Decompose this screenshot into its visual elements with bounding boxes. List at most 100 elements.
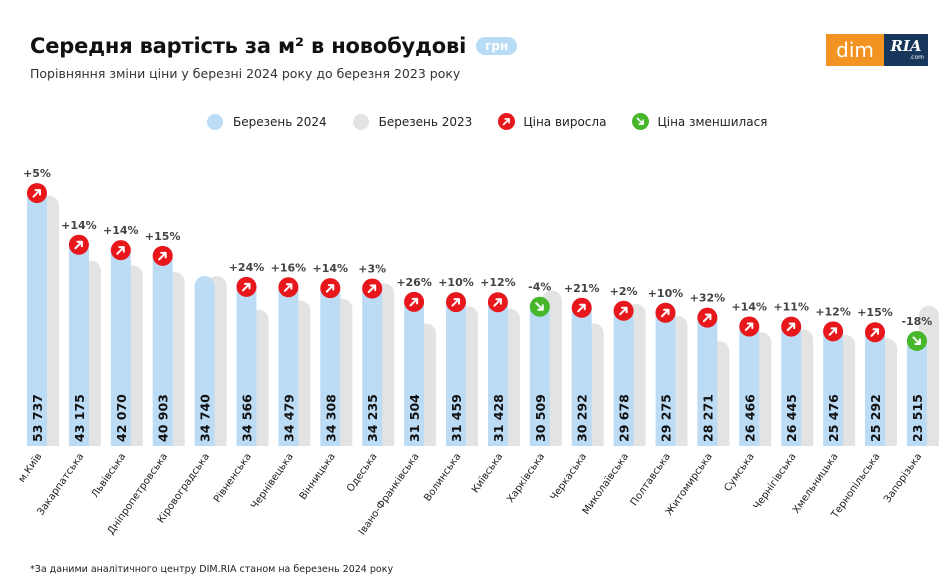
category-label: Полтавська	[629, 451, 673, 508]
bar-2024	[865, 322, 885, 446]
value-label: 25 476	[826, 394, 841, 442]
bar-2024	[697, 307, 718, 446]
value-label: 31 459	[449, 394, 464, 442]
arrow-up-right-icon	[68, 234, 89, 255]
category-label: Хмельницька	[791, 451, 841, 515]
legend-item-up: Ціна виросла	[498, 113, 606, 130]
logo-ria-text: RIA	[890, 37, 922, 55]
bar-2024	[739, 316, 760, 446]
value-label: 29 678	[617, 394, 632, 442]
bar-2024	[68, 234, 89, 446]
change-label: +5%	[23, 167, 51, 180]
chart-subtitle: Порівняння зміни ціни у березні 2024 рок…	[30, 66, 461, 81]
value-label: 31 428	[491, 394, 506, 442]
value-label: 26 466	[742, 394, 757, 442]
arrow-up-right-icon	[781, 316, 802, 337]
value-label: 30 292	[575, 394, 590, 442]
change-label: +14%	[313, 262, 349, 275]
arrow-up-right-icon	[278, 277, 299, 298]
change-label: +15%	[857, 306, 893, 319]
arrow-up-right-icon	[498, 113, 516, 130]
legend-label-up: Ціна виросла	[523, 114, 607, 129]
change-label: +10%	[648, 287, 684, 300]
category-label: Рівненська	[211, 451, 254, 505]
value-label: 29 275	[659, 394, 674, 442]
bar-2024	[194, 276, 215, 446]
legend-swatch-2024	[207, 113, 223, 130]
arrow-up-right-icon	[655, 302, 676, 323]
title-row: Середня вартість за м² в новобудові грн	[30, 34, 518, 58]
bar-2024	[823, 321, 844, 446]
value-label: 34 235	[365, 394, 380, 442]
category-label: Харківська	[504, 451, 547, 505]
change-label: +14%	[103, 224, 139, 237]
value-label: 34 308	[323, 394, 338, 442]
chart-title: Середня вартість за м² в новобудові	[30, 34, 467, 58]
change-label: +10%	[438, 276, 474, 289]
arrow-up-right-icon	[739, 316, 760, 337]
arrow-up-right-icon	[404, 291, 425, 312]
change-label: +24%	[229, 261, 265, 274]
value-label: 40 903	[156, 394, 171, 442]
category-label: Черкаська	[549, 451, 590, 502]
bar-2024	[27, 183, 47, 446]
bar-2024	[613, 300, 634, 446]
arrow-up-right-icon	[697, 307, 718, 328]
unit-badge: грн	[476, 37, 518, 55]
category-label: Чернігівська	[751, 451, 799, 512]
bar-2024	[571, 297, 592, 446]
legend-swatch-2023	[352, 113, 369, 130]
change-label: +16%	[271, 261, 307, 274]
legend-item-2023: Березень 2023	[352, 113, 473, 130]
change-label: -4%	[528, 281, 551, 294]
category-label: Сумська	[723, 451, 757, 493]
arrow-up-right-icon	[613, 300, 634, 321]
value-label: 42 070	[114, 394, 129, 442]
category-label: Київська	[470, 451, 505, 495]
logo-dim: dim	[826, 34, 884, 66]
change-label: +12%	[480, 276, 516, 289]
bar-2024	[655, 302, 676, 446]
category-label: Закарпатська	[35, 451, 86, 517]
value-label: 28 271	[700, 394, 715, 442]
arrow-up-right-icon	[110, 240, 131, 261]
value-label: 43 175	[72, 394, 87, 442]
legend: Березень 2024 Березень 2023 Ціна виросла…	[207, 113, 793, 130]
arrow-down-right-icon	[906, 330, 927, 351]
change-label: +26%	[396, 276, 432, 289]
legend-item-down: Ціна зменшилася	[632, 113, 767, 130]
arrow-up-right-icon	[487, 292, 508, 313]
arrow-up-right-icon	[571, 297, 592, 318]
category-label: Миколаївська	[581, 451, 631, 516]
arrow-up-right-icon	[362, 278, 383, 299]
legend-label-2024: Березень 2024	[233, 114, 327, 129]
change-label: +15%	[145, 230, 181, 243]
change-label: +21%	[564, 282, 600, 295]
change-label: +3%	[358, 262, 386, 275]
bar-2024	[278, 277, 299, 446]
arrow-up-right-icon	[865, 322, 885, 343]
change-label: +14%	[61, 219, 97, 232]
category-label: Житомирська	[664, 451, 715, 517]
arrow-down-right-icon	[632, 113, 650, 130]
change-label: +32%	[690, 292, 726, 305]
bar-2024	[110, 240, 131, 446]
bar-2024	[529, 296, 550, 446]
arrow-down-right-icon	[529, 296, 550, 317]
value-label: 34 479	[281, 394, 296, 442]
category-label: Запорізька	[881, 451, 924, 505]
footnote: *За даними аналітичного центру DIM.RIA с…	[30, 564, 394, 575]
value-label: 34 740	[198, 394, 213, 442]
value-label: 34 566	[240, 394, 255, 442]
bar-2024	[362, 278, 383, 446]
legend-label-2023: Березень 2023	[378, 114, 473, 129]
bar-2024	[446, 292, 466, 446]
value-label: 26 445	[784, 394, 799, 442]
category-label: Волинська	[422, 451, 463, 503]
value-label: 31 504	[407, 394, 422, 442]
category-label: Львівська	[89, 451, 128, 500]
bar-2024	[906, 330, 927, 446]
bar-2024	[781, 316, 802, 446]
legend-label-down: Ціна зменшилася	[657, 114, 768, 129]
arrow-up-right-icon	[320, 278, 341, 299]
